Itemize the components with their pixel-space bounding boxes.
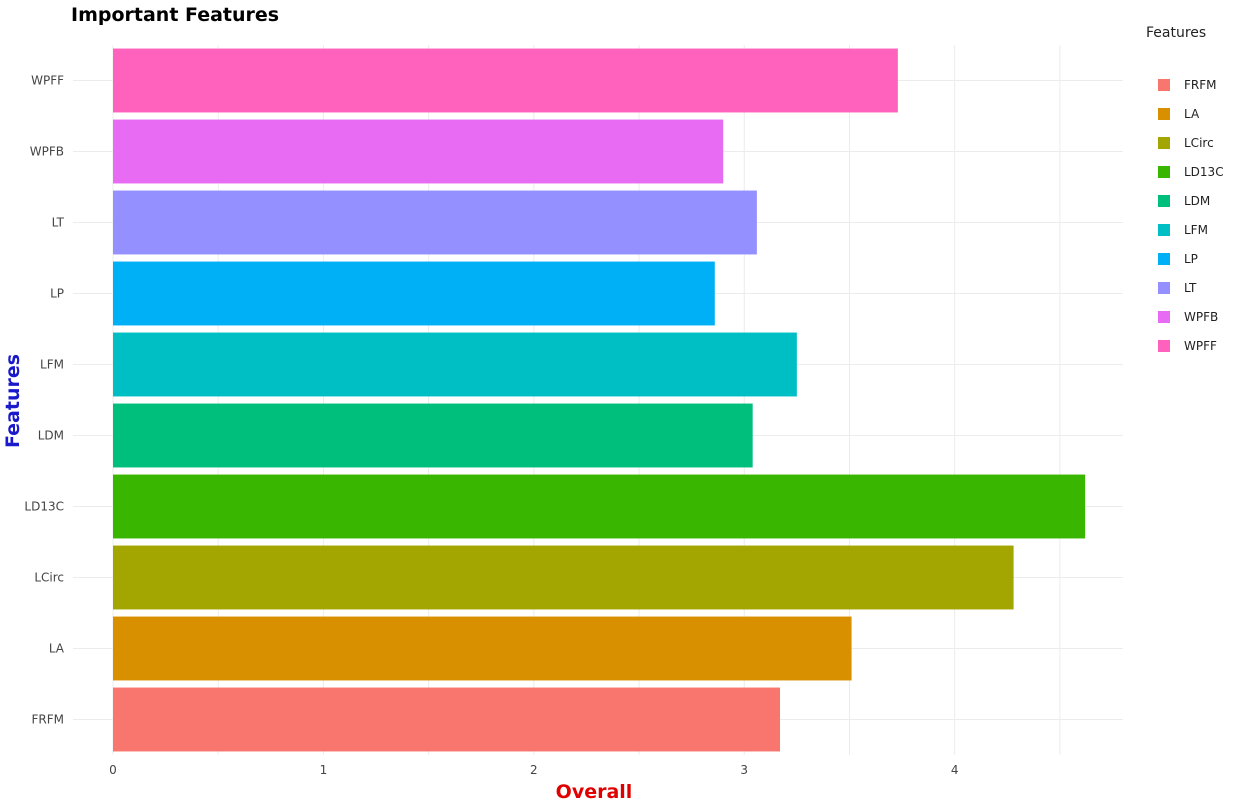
- legend-label: LD13C: [1184, 165, 1224, 179]
- bar-lcirc: [113, 545, 1014, 610]
- bar-ld13c: [113, 474, 1086, 539]
- legend-swatch-lcirc: [1158, 137, 1170, 149]
- y-tick-label: LP: [50, 287, 64, 301]
- x-axis-ticks: 0 1 2 3 4: [109, 763, 958, 777]
- legend-swatch-lfm: [1158, 224, 1170, 236]
- legend: Features FRFM LA LCirc LD13C LDM LFM LP LT WPFB W…: [1146, 25, 1224, 353]
- y-tick-label: LDM: [38, 429, 64, 443]
- y-tick-label: LA: [49, 642, 65, 656]
- legend-swatch-ld13c: [1158, 166, 1170, 178]
- bar-lp: [113, 261, 715, 326]
- bar-la: [113, 616, 852, 681]
- legend-label: FRFM: [1184, 78, 1217, 92]
- bar-wpfb: [113, 119, 724, 184]
- legend-swatch-frfm: [1158, 79, 1170, 91]
- chart-title: Important Features: [71, 4, 279, 26]
- x-tick-label: 3: [740, 763, 748, 777]
- y-tick-label: WPFB: [30, 145, 64, 159]
- bar-frfm: [113, 687, 781, 752]
- legend-items: FRFM LA LCirc LD13C LDM LFM LP LT WPFB WPFF: [1158, 78, 1224, 353]
- legend-label: WPFF: [1184, 339, 1217, 353]
- x-tick-label: 2: [530, 763, 538, 777]
- x-tick-label: 0: [109, 763, 117, 777]
- legend-label: LFM: [1184, 223, 1208, 237]
- legend-label: WPFB: [1184, 310, 1218, 324]
- y-tick-label: LFM: [40, 358, 64, 372]
- y-axis-ticks: FRFM LA LCirc LD13C LDM LFM LP LT WPFB WPFF: [24, 74, 64, 727]
- legend-label: LCirc: [1184, 136, 1214, 150]
- x-tick-label: 4: [951, 763, 959, 777]
- x-axis-title: Overall: [556, 781, 633, 802]
- bar-ldm: [113, 403, 753, 468]
- legend-label: LDM: [1184, 194, 1210, 208]
- legend-label: LT: [1184, 281, 1197, 295]
- y-tick-label: LT: [52, 216, 65, 230]
- y-tick-label: WPFF: [31, 74, 64, 88]
- bars: [113, 48, 1086, 752]
- legend-label: LA: [1184, 107, 1200, 121]
- legend-swatch-ldm: [1158, 195, 1170, 207]
- bar-wpff: [113, 48, 898, 113]
- bar-lfm: [113, 332, 797, 397]
- y-tick-label: LD13C: [24, 500, 64, 514]
- y-tick-label: LCirc: [34, 571, 64, 585]
- legend-label: LP: [1184, 252, 1198, 266]
- y-axis-title: Features: [2, 354, 24, 448]
- bar-lt: [113, 190, 757, 255]
- x-tick-label: 1: [320, 763, 328, 777]
- legend-swatch-lp: [1158, 253, 1170, 265]
- legend-swatch-wpff: [1158, 340, 1170, 352]
- legend-swatch-la: [1158, 108, 1170, 120]
- legend-swatch-lt: [1158, 282, 1170, 294]
- y-tick-label: FRFM: [32, 713, 65, 727]
- legend-title: Features: [1146, 25, 1206, 41]
- legend-swatch-wpfb: [1158, 311, 1170, 323]
